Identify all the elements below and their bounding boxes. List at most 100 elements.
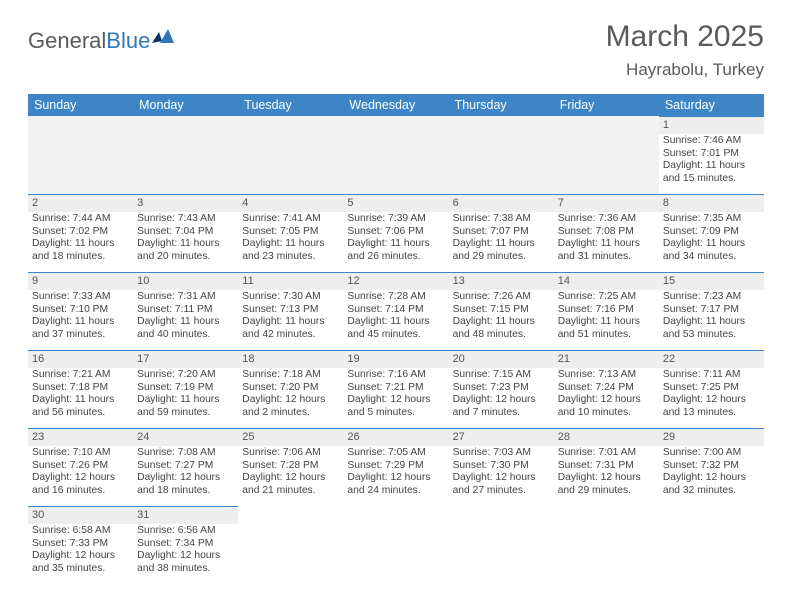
calendar-cell: 29Sunrise: 7:00 AMSunset: 7:32 PMDayligh… [659, 428, 764, 506]
daylight-line: Daylight: 11 hours and 53 minutes. [663, 316, 760, 342]
day-body: Sunrise: 7:21 AMSunset: 7:18 PMDaylight:… [28, 368, 133, 422]
daylight-line: Daylight: 11 hours and 31 minutes. [558, 238, 655, 264]
day-number: 29 [659, 428, 764, 446]
calendar-cell: 14Sunrise: 7:25 AMSunset: 7:16 PMDayligh… [554, 272, 659, 350]
day-number: 1 [659, 116, 764, 134]
day-number: 9 [28, 272, 133, 290]
sunset-line: Sunset: 7:31 PM [558, 460, 655, 473]
day-number: 25 [238, 428, 343, 446]
day-number: 5 [343, 194, 448, 212]
sunset-line: Sunset: 7:05 PM [242, 226, 339, 239]
day-body: Sunrise: 7:20 AMSunset: 7:19 PMDaylight:… [133, 368, 238, 422]
header-sunday: Sunday [28, 94, 133, 116]
calendar-cell: 26Sunrise: 7:05 AMSunset: 7:29 PMDayligh… [343, 428, 448, 506]
day-body: Sunrise: 7:36 AMSunset: 7:08 PMDaylight:… [554, 212, 659, 266]
sunrise-line: Sunrise: 7:00 AM [663, 447, 760, 460]
calendar-cell [449, 116, 554, 194]
day-body: Sunrise: 7:28 AMSunset: 7:14 PMDaylight:… [343, 290, 448, 344]
day-number: 7 [554, 194, 659, 212]
sunrise-line: Sunrise: 7:11 AM [663, 369, 760, 382]
flag-icon [152, 27, 178, 52]
day-number: 18 [238, 350, 343, 368]
day-body: Sunrise: 7:13 AMSunset: 7:24 PMDaylight:… [554, 368, 659, 422]
sunset-line: Sunset: 7:33 PM [32, 538, 129, 551]
calendar-cell: 4Sunrise: 7:41 AMSunset: 7:05 PMDaylight… [238, 194, 343, 272]
sunset-line: Sunset: 7:04 PM [137, 226, 234, 239]
daylight-line: Daylight: 11 hours and 48 minutes. [453, 316, 550, 342]
daylight-line: Daylight: 12 hours and 2 minutes. [242, 394, 339, 420]
calendar-cell: 15Sunrise: 7:23 AMSunset: 7:17 PMDayligh… [659, 272, 764, 350]
calendar-cell: 9Sunrise: 7:33 AMSunset: 7:10 PMDaylight… [28, 272, 133, 350]
sunset-line: Sunset: 7:17 PM [663, 304, 760, 317]
daylight-line: Daylight: 12 hours and 7 minutes. [453, 394, 550, 420]
day-body: Sunrise: 7:30 AMSunset: 7:13 PMDaylight:… [238, 290, 343, 344]
day-body: Sunrise: 6:58 AMSunset: 7:33 PMDaylight:… [28, 524, 133, 578]
sunset-line: Sunset: 7:19 PM [137, 382, 234, 395]
daylight-line: Daylight: 12 hours and 29 minutes. [558, 472, 655, 498]
location-label: Hayrabolu, Turkey [606, 60, 764, 80]
calendar-cell: 3Sunrise: 7:43 AMSunset: 7:04 PMDaylight… [133, 194, 238, 272]
calendar-cell [133, 116, 238, 194]
calendar-table: Sunday Monday Tuesday Wednesday Thursday… [28, 94, 764, 584]
calendar-cell: 7Sunrise: 7:36 AMSunset: 7:08 PMDaylight… [554, 194, 659, 272]
daylight-line: Daylight: 11 hours and 59 minutes. [137, 394, 234, 420]
calendar-cell: 31Sunrise: 6:56 AMSunset: 7:34 PMDayligh… [133, 506, 238, 584]
sunset-line: Sunset: 7:26 PM [32, 460, 129, 473]
day-body: Sunrise: 7:41 AMSunset: 7:05 PMDaylight:… [238, 212, 343, 266]
sunrise-line: Sunrise: 7:06 AM [242, 447, 339, 460]
sunrise-line: Sunrise: 7:46 AM [663, 135, 760, 148]
calendar-cell [343, 506, 448, 584]
daylight-line: Daylight: 12 hours and 38 minutes. [137, 550, 234, 576]
sunrise-line: Sunrise: 7:16 AM [347, 369, 444, 382]
day-body: Sunrise: 7:35 AMSunset: 7:09 PMDaylight:… [659, 212, 764, 266]
header-friday: Friday [554, 94, 659, 116]
header-monday: Monday [133, 94, 238, 116]
sunrise-line: Sunrise: 7:39 AM [347, 213, 444, 226]
day-number: 12 [343, 272, 448, 290]
sunset-line: Sunset: 7:16 PM [558, 304, 655, 317]
calendar-cell [343, 116, 448, 194]
daylight-line: Daylight: 12 hours and 5 minutes. [347, 394, 444, 420]
day-body: Sunrise: 7:18 AMSunset: 7:20 PMDaylight:… [238, 368, 343, 422]
calendar-cell: 8Sunrise: 7:35 AMSunset: 7:09 PMDaylight… [659, 194, 764, 272]
sunrise-line: Sunrise: 7:15 AM [453, 369, 550, 382]
daylight-line: Daylight: 12 hours and 21 minutes. [242, 472, 339, 498]
day-number: 6 [449, 194, 554, 212]
header-saturday: Saturday [659, 94, 764, 116]
sunset-line: Sunset: 7:14 PM [347, 304, 444, 317]
calendar-cell: 27Sunrise: 7:03 AMSunset: 7:30 PMDayligh… [449, 428, 554, 506]
sunset-line: Sunset: 7:30 PM [453, 460, 550, 473]
day-body: Sunrise: 7:08 AMSunset: 7:27 PMDaylight:… [133, 446, 238, 500]
day-header-row: Sunday Monday Tuesday Wednesday Thursday… [28, 94, 764, 116]
day-number: 15 [659, 272, 764, 290]
sunset-line: Sunset: 7:02 PM [32, 226, 129, 239]
calendar-cell [449, 506, 554, 584]
sunset-line: Sunset: 7:21 PM [347, 382, 444, 395]
sunrise-line: Sunrise: 6:56 AM [137, 525, 234, 538]
logo-text-general: General [28, 28, 106, 53]
daylight-line: Daylight: 11 hours and 18 minutes. [32, 238, 129, 264]
daylight-line: Daylight: 11 hours and 51 minutes. [558, 316, 655, 342]
calendar-week-row: 9Sunrise: 7:33 AMSunset: 7:10 PMDaylight… [28, 272, 764, 350]
calendar-cell: 25Sunrise: 7:06 AMSunset: 7:28 PMDayligh… [238, 428, 343, 506]
calendar-cell [554, 506, 659, 584]
sunrise-line: Sunrise: 7:10 AM [32, 447, 129, 460]
sunset-line: Sunset: 7:20 PM [242, 382, 339, 395]
day-number: 11 [238, 272, 343, 290]
calendar-cell: 22Sunrise: 7:11 AMSunset: 7:25 PMDayligh… [659, 350, 764, 428]
daylight-line: Daylight: 11 hours and 15 minutes. [663, 160, 760, 186]
day-number: 23 [28, 428, 133, 446]
day-body: Sunrise: 7:03 AMSunset: 7:30 PMDaylight:… [449, 446, 554, 500]
calendar-week-row: 23Sunrise: 7:10 AMSunset: 7:26 PM Dayligh… [28, 428, 764, 506]
daylight-line: Daylight: 11 hours and 56 minutes. [32, 394, 129, 420]
day-number: 2 [28, 194, 133, 212]
calendar-cell: 5Sunrise: 7:39 AMSunset: 7:06 PMDaylight… [343, 194, 448, 272]
calendar-cell: 13Sunrise: 7:26 AMSunset: 7:15 PMDayligh… [449, 272, 554, 350]
calendar-cell: 20Sunrise: 7:15 AMSunset: 7:23 PMDayligh… [449, 350, 554, 428]
calendar-cell: 11Sunrise: 7:30 AMSunset: 7:13 PMDayligh… [238, 272, 343, 350]
day-number: 19 [343, 350, 448, 368]
header-wednesday: Wednesday [343, 94, 448, 116]
logo: GeneralBlue [28, 28, 178, 54]
sunset-line: Sunset: 7:11 PM [137, 304, 234, 317]
day-number: 22 [659, 350, 764, 368]
